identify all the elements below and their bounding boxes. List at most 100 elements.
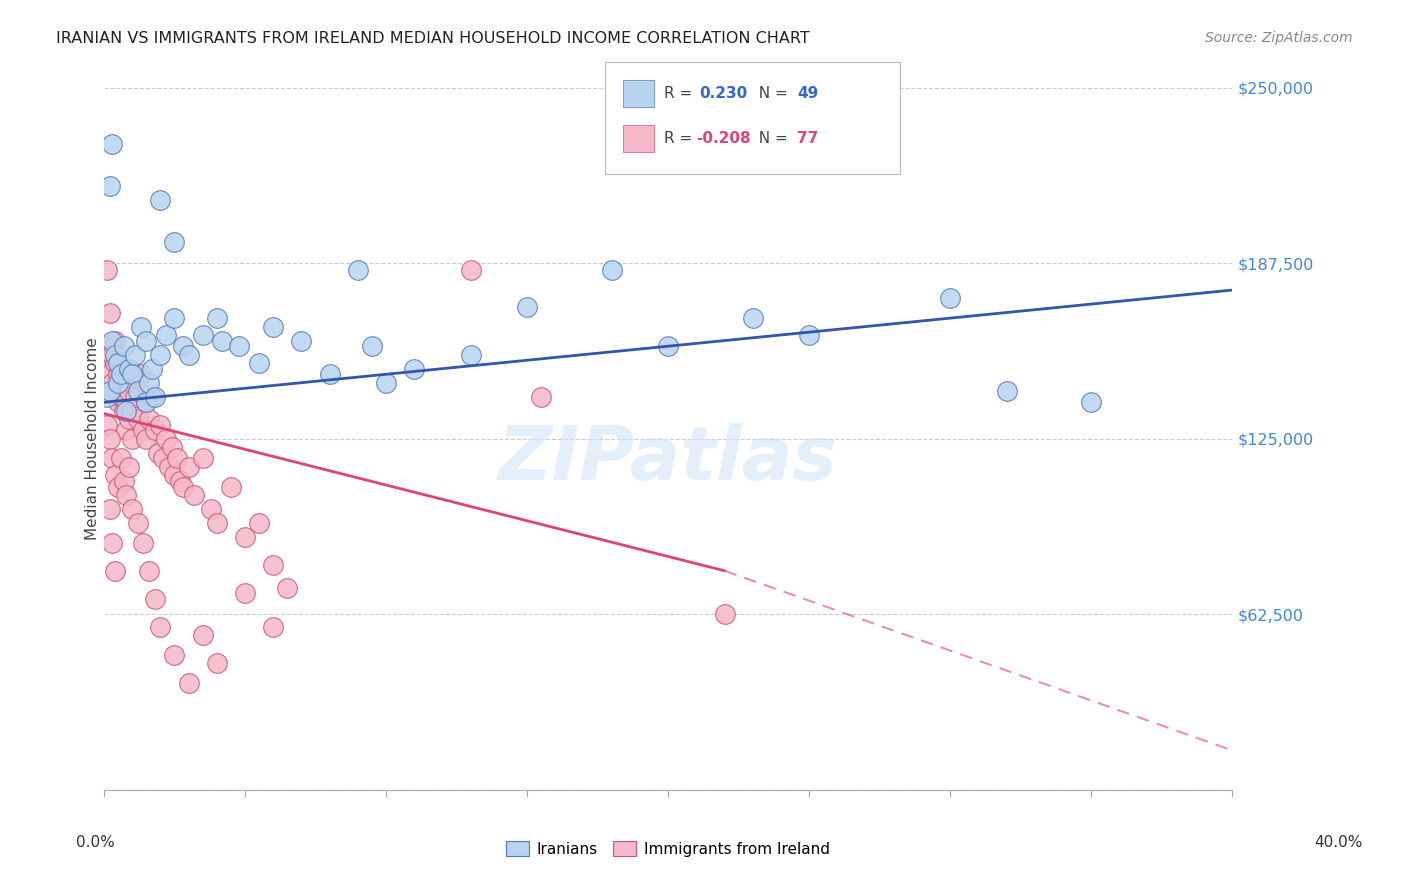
- Point: [127, 412, 149, 426]
- Point: [135, 395, 157, 409]
- Point: [149, 193, 172, 207]
- Point: [141, 361, 163, 376]
- Point: [530, 390, 553, 404]
- Text: R =: R =: [664, 131, 697, 145]
- Point: [166, 451, 188, 466]
- Point: [995, 384, 1018, 398]
- Point: [361, 339, 384, 353]
- Point: [118, 459, 141, 474]
- Point: [112, 474, 135, 488]
- Point: [101, 334, 124, 348]
- Point: [460, 348, 482, 362]
- Text: 0.230: 0.230: [699, 87, 747, 101]
- Point: [96, 417, 118, 432]
- Text: R =: R =: [664, 87, 697, 101]
- Point: [138, 376, 160, 390]
- Point: [191, 328, 214, 343]
- Point: [104, 334, 127, 348]
- Point: [205, 311, 228, 326]
- Point: [177, 676, 200, 690]
- Point: [713, 607, 735, 622]
- Point: [112, 339, 135, 353]
- Point: [404, 361, 426, 376]
- Point: [96, 263, 118, 277]
- Point: [172, 479, 194, 493]
- Point: [155, 432, 177, 446]
- Point: [98, 384, 121, 398]
- Text: ZIPatlas: ZIPatlas: [498, 424, 838, 496]
- Point: [160, 440, 183, 454]
- Point: [101, 451, 124, 466]
- Point: [163, 311, 186, 326]
- Point: [101, 535, 124, 549]
- Point: [177, 348, 200, 362]
- Point: [104, 356, 127, 370]
- Point: [110, 361, 132, 376]
- Y-axis label: Median Household Income: Median Household Income: [86, 337, 100, 541]
- Point: [163, 235, 186, 250]
- Legend: Iranians, Immigrants from Ireland: Iranians, Immigrants from Ireland: [501, 835, 837, 863]
- Point: [124, 390, 146, 404]
- Point: [191, 451, 214, 466]
- Point: [107, 376, 129, 390]
- Point: [96, 348, 118, 362]
- Point: [115, 403, 138, 417]
- Point: [115, 424, 138, 438]
- Point: [1080, 395, 1102, 409]
- Text: 77: 77: [797, 131, 818, 145]
- Point: [200, 502, 222, 516]
- Point: [149, 620, 172, 634]
- Point: [290, 334, 312, 348]
- Point: [98, 179, 121, 194]
- Point: [141, 390, 163, 404]
- Point: [129, 368, 152, 382]
- Point: [172, 339, 194, 353]
- Point: [107, 395, 129, 409]
- Point: [191, 628, 214, 642]
- Point: [939, 292, 962, 306]
- Point: [219, 479, 242, 493]
- Point: [112, 403, 135, 417]
- Point: [152, 451, 174, 466]
- Point: [127, 384, 149, 398]
- Text: 0.0%: 0.0%: [76, 836, 115, 850]
- Text: IRANIAN VS IMMIGRANTS FROM IRELAND MEDIAN HOUSEHOLD INCOME CORRELATION CHART: IRANIAN VS IMMIGRANTS FROM IRELAND MEDIA…: [56, 31, 810, 46]
- Point: [135, 395, 157, 409]
- Point: [132, 535, 155, 549]
- Point: [228, 339, 250, 353]
- Point: [118, 361, 141, 376]
- Point: [104, 468, 127, 483]
- Point: [135, 334, 157, 348]
- Point: [104, 564, 127, 578]
- Point: [205, 657, 228, 671]
- Point: [600, 263, 623, 277]
- Point: [121, 368, 143, 382]
- Text: 40.0%: 40.0%: [1315, 836, 1362, 850]
- Point: [110, 368, 132, 382]
- Point: [127, 516, 149, 530]
- Point: [375, 376, 398, 390]
- Point: [233, 586, 256, 600]
- Point: [98, 305, 121, 319]
- Point: [118, 412, 141, 426]
- Point: [115, 488, 138, 502]
- Point: [124, 348, 146, 362]
- Text: -0.208: -0.208: [696, 131, 751, 145]
- Point: [163, 468, 186, 483]
- Point: [110, 390, 132, 404]
- Point: [143, 424, 166, 438]
- Point: [98, 432, 121, 446]
- Point: [247, 356, 270, 370]
- Point: [741, 311, 763, 326]
- Point: [262, 319, 284, 334]
- Point: [98, 368, 121, 382]
- Point: [157, 459, 180, 474]
- Point: [247, 516, 270, 530]
- Point: [101, 376, 124, 390]
- Text: 49: 49: [797, 87, 818, 101]
- Point: [799, 328, 821, 343]
- Point: [129, 319, 152, 334]
- Point: [110, 451, 132, 466]
- Point: [211, 334, 233, 348]
- Point: [138, 412, 160, 426]
